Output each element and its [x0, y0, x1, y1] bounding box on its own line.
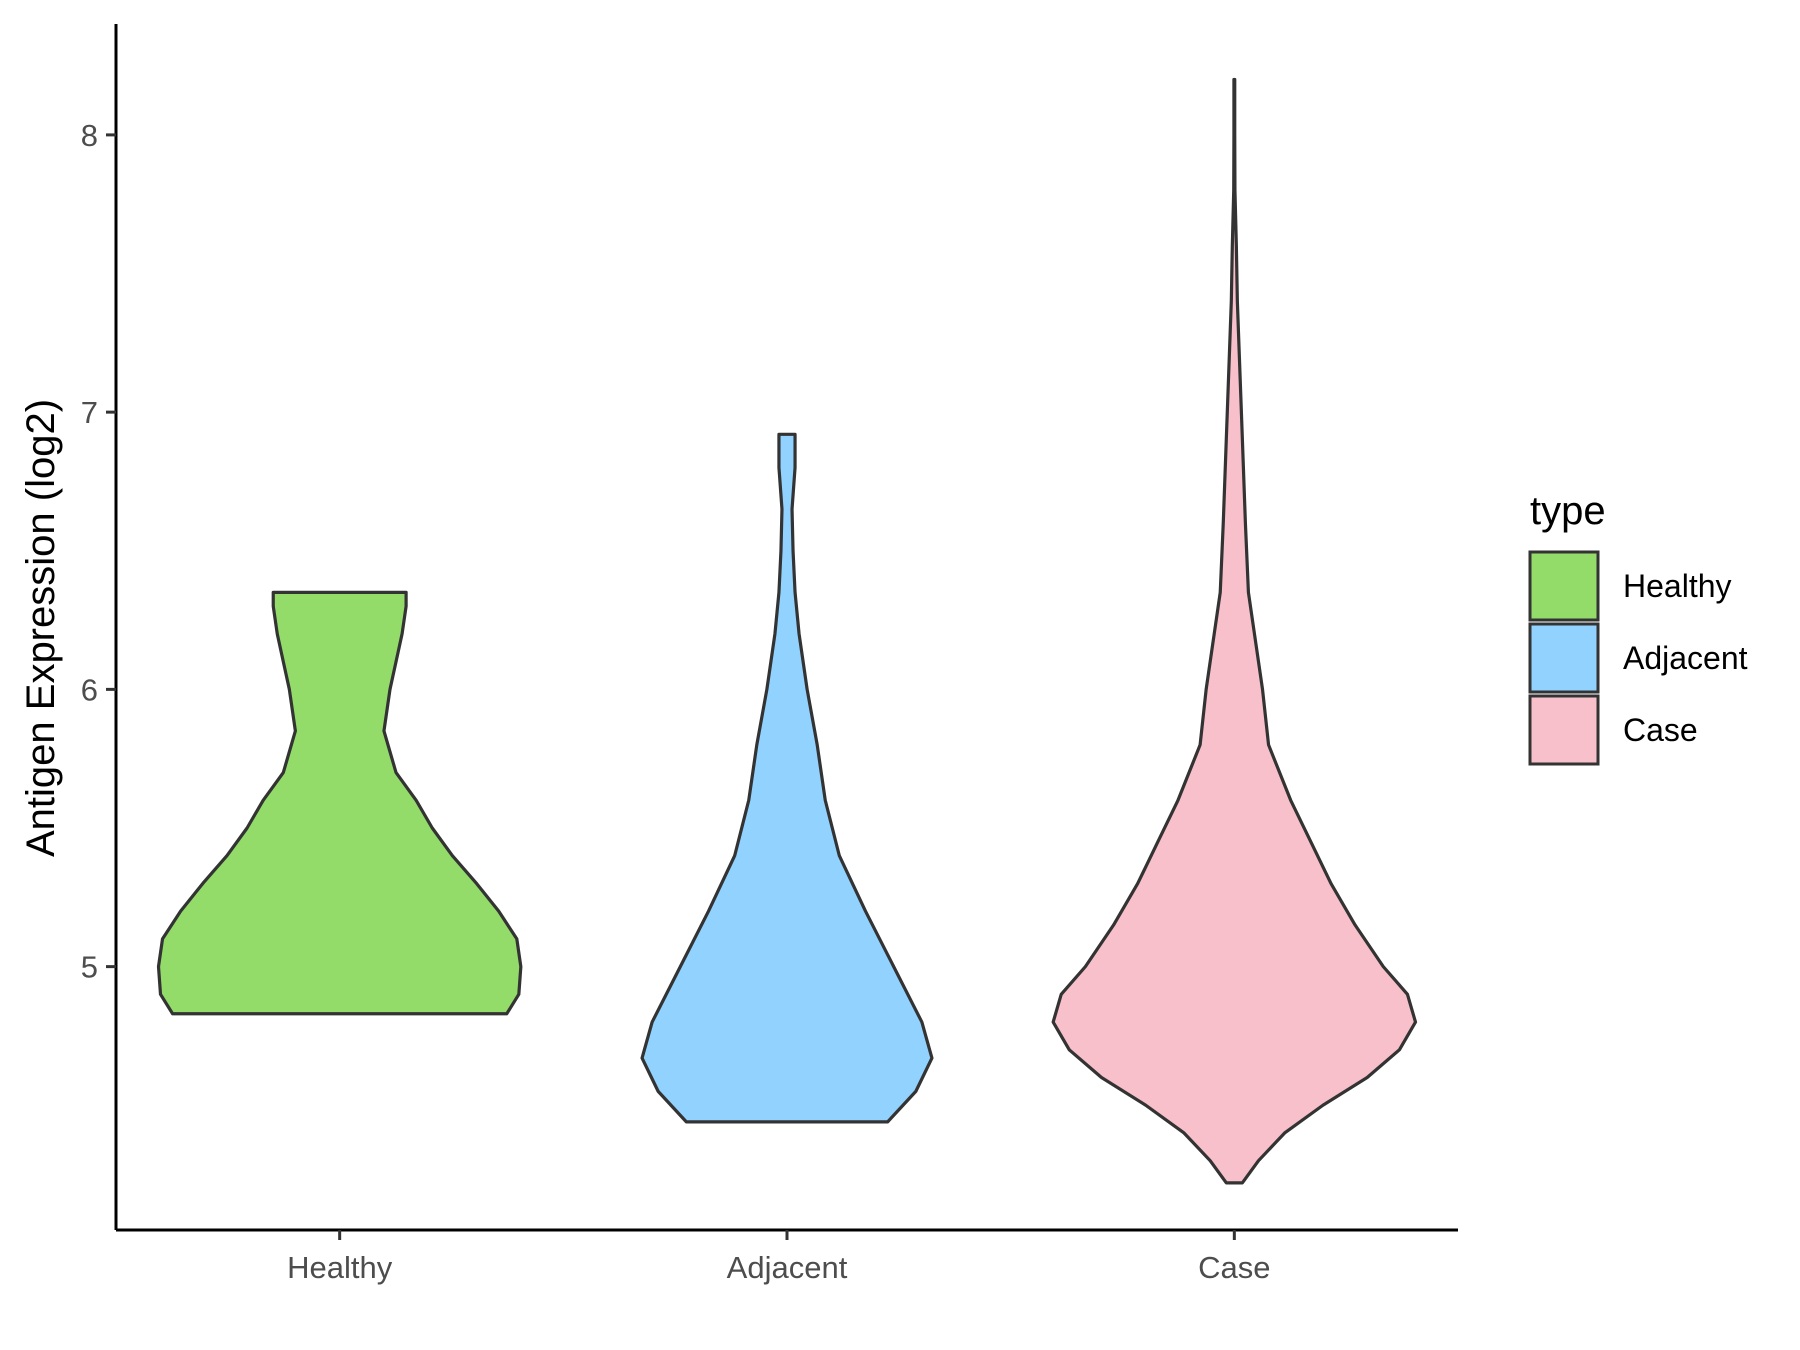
- legend-entries: Healthy Adjacent Case: [1528, 550, 1748, 766]
- violin-case: [1051, 77, 1418, 1185]
- y-tick-label: 7: [81, 395, 98, 430]
- legend-label-adjacent: Adjacent: [1623, 640, 1748, 676]
- violin-adjacent: [640, 432, 934, 1124]
- legend-key-adjacent: [1528, 622, 1600, 694]
- y-axis-ticks: 5 6 7 8: [81, 118, 116, 985]
- y-tick-label: 6: [81, 672, 98, 707]
- legend-label-case: Case: [1623, 712, 1698, 748]
- legend: type Healthy Adjacent Case: [1528, 489, 1748, 766]
- legend-key-case: [1528, 694, 1600, 766]
- y-tick-label: 5: [81, 950, 98, 985]
- legend-title: type: [1530, 489, 1606, 533]
- x-tick-label: Adjacent: [727, 1250, 848, 1285]
- y-axis-title: Antigen Expression (log2): [19, 399, 63, 857]
- violin-healthy: [156, 590, 523, 1016]
- legend-label-healthy: Healthy: [1623, 568, 1732, 604]
- x-tick-label: Case: [1198, 1250, 1270, 1285]
- violin-layer: [156, 77, 1418, 1185]
- legend-key-healthy: [1528, 550, 1600, 622]
- x-tick-label: Healthy: [287, 1250, 393, 1285]
- y-tick-label: 8: [81, 118, 98, 153]
- x-axis-ticks: Healthy Adjacent Case: [287, 1230, 1271, 1285]
